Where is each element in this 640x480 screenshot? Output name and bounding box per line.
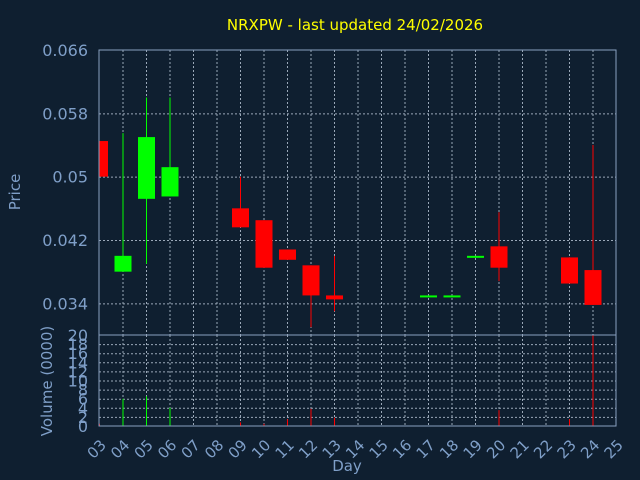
candle-body bbox=[232, 208, 249, 228]
candle-body bbox=[561, 257, 578, 284]
candle-body bbox=[490, 246, 508, 268]
x-axis-label: Day bbox=[332, 457, 362, 475]
x-tick-label: 04 bbox=[107, 436, 133, 462]
price-tick-label: 0.066 bbox=[42, 41, 88, 60]
volume-bars bbox=[99, 335, 594, 426]
chart-title: NRXPW - last updated 24/02/2026 bbox=[227, 16, 483, 34]
candle-body bbox=[255, 220, 273, 268]
volume-tick-label: 4 bbox=[78, 399, 88, 418]
volume-tick-label: 2 bbox=[78, 408, 88, 427]
x-tick-label: 09 bbox=[225, 436, 251, 462]
x-tick-label: 11 bbox=[272, 436, 298, 462]
candle-body bbox=[138, 137, 155, 199]
volume-tick-label: 16 bbox=[68, 344, 88, 363]
x-tick-label: 22 bbox=[530, 436, 556, 462]
volume-tick-label: 6 bbox=[78, 390, 88, 409]
price-tick-label: 0.05 bbox=[52, 168, 88, 187]
price-tick-label: 0.058 bbox=[42, 104, 88, 123]
x-tick-label: 12 bbox=[295, 436, 321, 462]
x-tick-label: 17 bbox=[413, 436, 439, 462]
volume-tick-label: 18 bbox=[68, 335, 88, 354]
volume-plot-frame bbox=[98, 334, 617, 427]
x-tick-label: 24 bbox=[577, 436, 603, 462]
volume-tick-label: 12 bbox=[68, 362, 88, 381]
candle-body bbox=[279, 249, 296, 260]
x-tick-label: 16 bbox=[389, 436, 415, 462]
volume-tick-label: 8 bbox=[78, 381, 88, 400]
price-tick-label: 0.034 bbox=[42, 294, 88, 313]
x-tick-label: 23 bbox=[554, 436, 580, 462]
price-candles bbox=[99, 97, 602, 328]
candle-body bbox=[100, 141, 108, 177]
x-tick-label: 10 bbox=[248, 436, 274, 462]
candle-body bbox=[420, 295, 437, 298]
volume-axis-label: Volume (0000) bbox=[38, 326, 56, 436]
candle-body bbox=[443, 295, 461, 298]
x-tick-label: 03 bbox=[84, 436, 110, 462]
candle-body bbox=[161, 167, 179, 197]
price-tick-label: 0.042 bbox=[42, 231, 88, 250]
volume-tick-label: 20 bbox=[68, 326, 88, 345]
x-tick-label: 21 bbox=[507, 436, 533, 462]
volume-gridlines bbox=[99, 335, 616, 426]
x-tick-label: 06 bbox=[154, 436, 180, 462]
candle-body bbox=[467, 255, 484, 258]
x-tick-label: 05 bbox=[131, 436, 157, 462]
volume-tick-label: 14 bbox=[68, 353, 88, 372]
x-tick-label: 20 bbox=[483, 436, 509, 462]
volume-tick-label: 0 bbox=[78, 417, 88, 436]
price-axis-label: Price bbox=[6, 174, 24, 211]
x-tick-label: 19 bbox=[460, 436, 486, 462]
x-tick-label: 18 bbox=[436, 436, 462, 462]
candle-body bbox=[302, 265, 320, 296]
candle-body bbox=[584, 270, 602, 305]
x-tick-label: 08 bbox=[201, 436, 227, 462]
x-tick-label: 15 bbox=[366, 436, 392, 462]
volume-tick-label: 10 bbox=[68, 372, 88, 391]
x-tick-label: 07 bbox=[178, 436, 204, 462]
candle-body bbox=[326, 295, 343, 300]
x-tick-label: 25 bbox=[601, 436, 627, 462]
candle-body bbox=[114, 255, 132, 272]
price-y-ticks: 0.066 0.058 0.05 0.042 0.034 bbox=[42, 41, 88, 313]
